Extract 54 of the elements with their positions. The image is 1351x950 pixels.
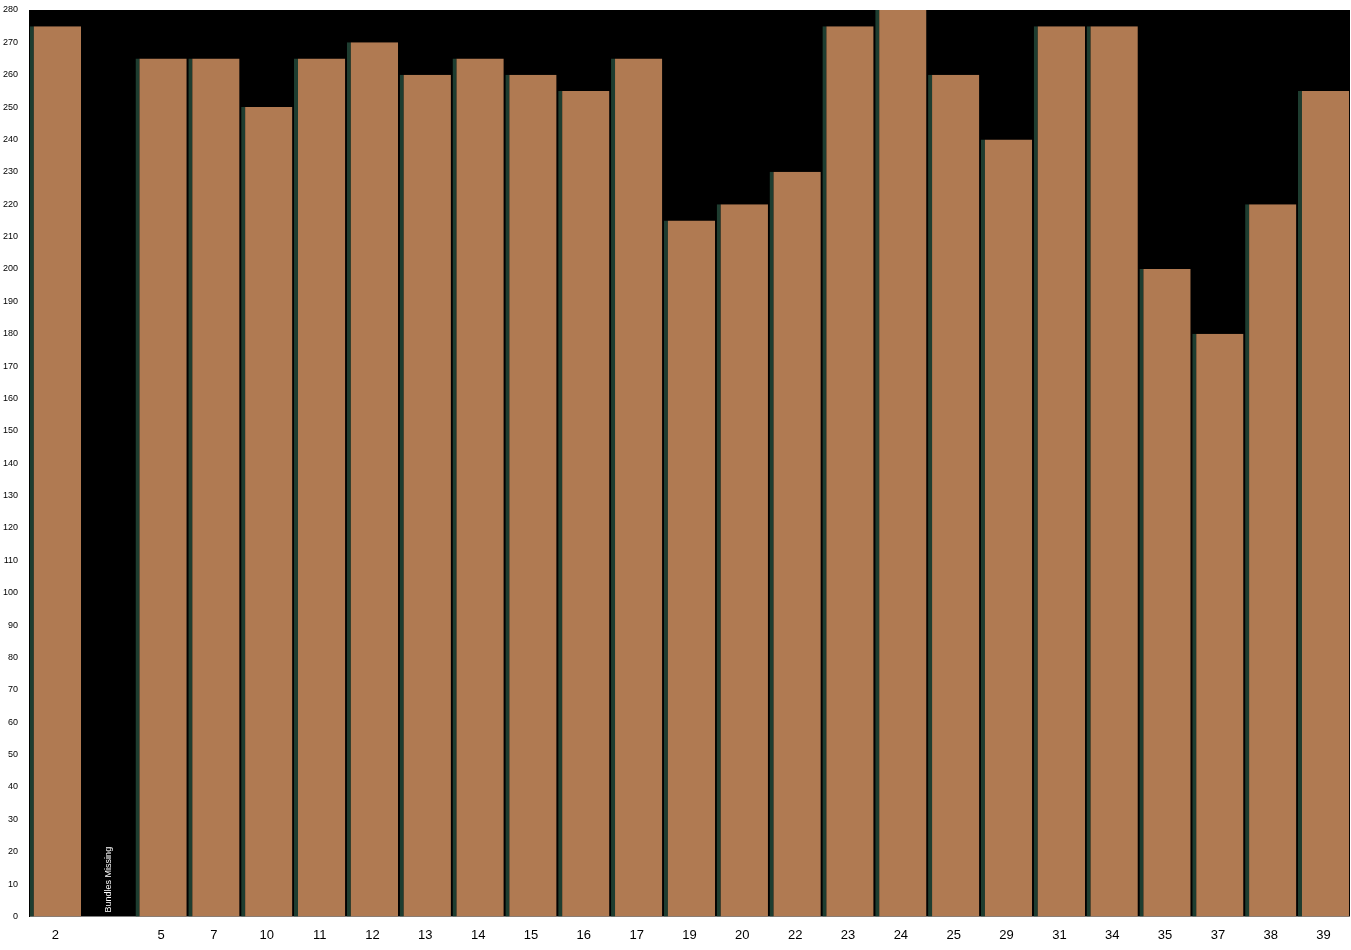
y-tick-label: 230: [2, 166, 19, 177]
x-tick-label: 22: [787, 926, 803, 942]
x-tick-label: 2: [51, 926, 60, 942]
x-tick-label: 37: [1210, 926, 1226, 942]
y-tick-label: 160: [2, 392, 19, 403]
y-tick-label: 60: [8, 716, 19, 727]
y-tick-label: 240: [2, 133, 19, 144]
x-tick-label: 34: [1104, 926, 1120, 942]
x-tick-label: 24: [893, 926, 909, 942]
y-tick-label: 20: [8, 846, 19, 857]
y-tick-label: 150: [2, 425, 19, 436]
x-tick-label: 10: [259, 926, 275, 942]
y-tick-label: 220: [2, 198, 19, 209]
y-tick-label: 190: [2, 295, 19, 306]
y-tick-label: 260: [2, 69, 19, 80]
y-tick-label: 80: [8, 651, 19, 662]
y-tick-label: 90: [8, 619, 19, 630]
y-tick-label: 120: [2, 522, 19, 533]
x-tick-label: 5: [157, 926, 165, 942]
annotation: Bundles Missing: [102, 846, 113, 913]
x-tick-label: 11: [312, 926, 327, 942]
y-tick-label: 250: [2, 101, 19, 112]
y-tick-label: 40: [8, 781, 19, 792]
x-tick-label: 31: [1052, 926, 1067, 942]
x-tick-label: 12: [365, 926, 380, 942]
x-tick-label: 20: [735, 926, 750, 942]
x-tick-label: 14: [470, 926, 486, 942]
x-tick-label: 19: [682, 926, 697, 942]
x-tick-label: 16: [576, 926, 592, 942]
y-tick-label: 100: [2, 587, 19, 598]
y-tick-label: 30: [8, 813, 19, 824]
x-tick-label: 23: [840, 926, 856, 942]
y-tick-label: 170: [2, 360, 19, 371]
y-tick-label: 50: [8, 749, 19, 760]
y-tick-label: 70: [8, 684, 19, 695]
y-tick-label: 140: [2, 457, 19, 468]
x-tick-label: 39: [1316, 926, 1331, 942]
y-tick-label: 180: [2, 328, 19, 339]
x-tick-label: 13: [418, 926, 433, 942]
x-tick-label: 29: [999, 926, 1014, 942]
y-tick-label: 210: [2, 231, 19, 242]
x-tick-label: 7: [210, 926, 218, 942]
y-tick-label: 10: [8, 878, 19, 889]
y-tick-label: 280: [2, 4, 19, 15]
y-tick-label: 130: [2, 490, 19, 501]
x-tick-label: 15: [523, 926, 539, 942]
y-tick-label: 110: [3, 554, 19, 565]
x-tick-label: 35: [1157, 926, 1173, 942]
y-tick-label: 0: [13, 910, 19, 921]
x-tick-label: 17: [629, 926, 644, 942]
x-tick-label: 38: [1263, 926, 1278, 942]
y-tick-label: 200: [2, 263, 19, 274]
y-tick-label: 270: [2, 36, 19, 47]
x-tick-label: 25: [946, 926, 961, 942]
